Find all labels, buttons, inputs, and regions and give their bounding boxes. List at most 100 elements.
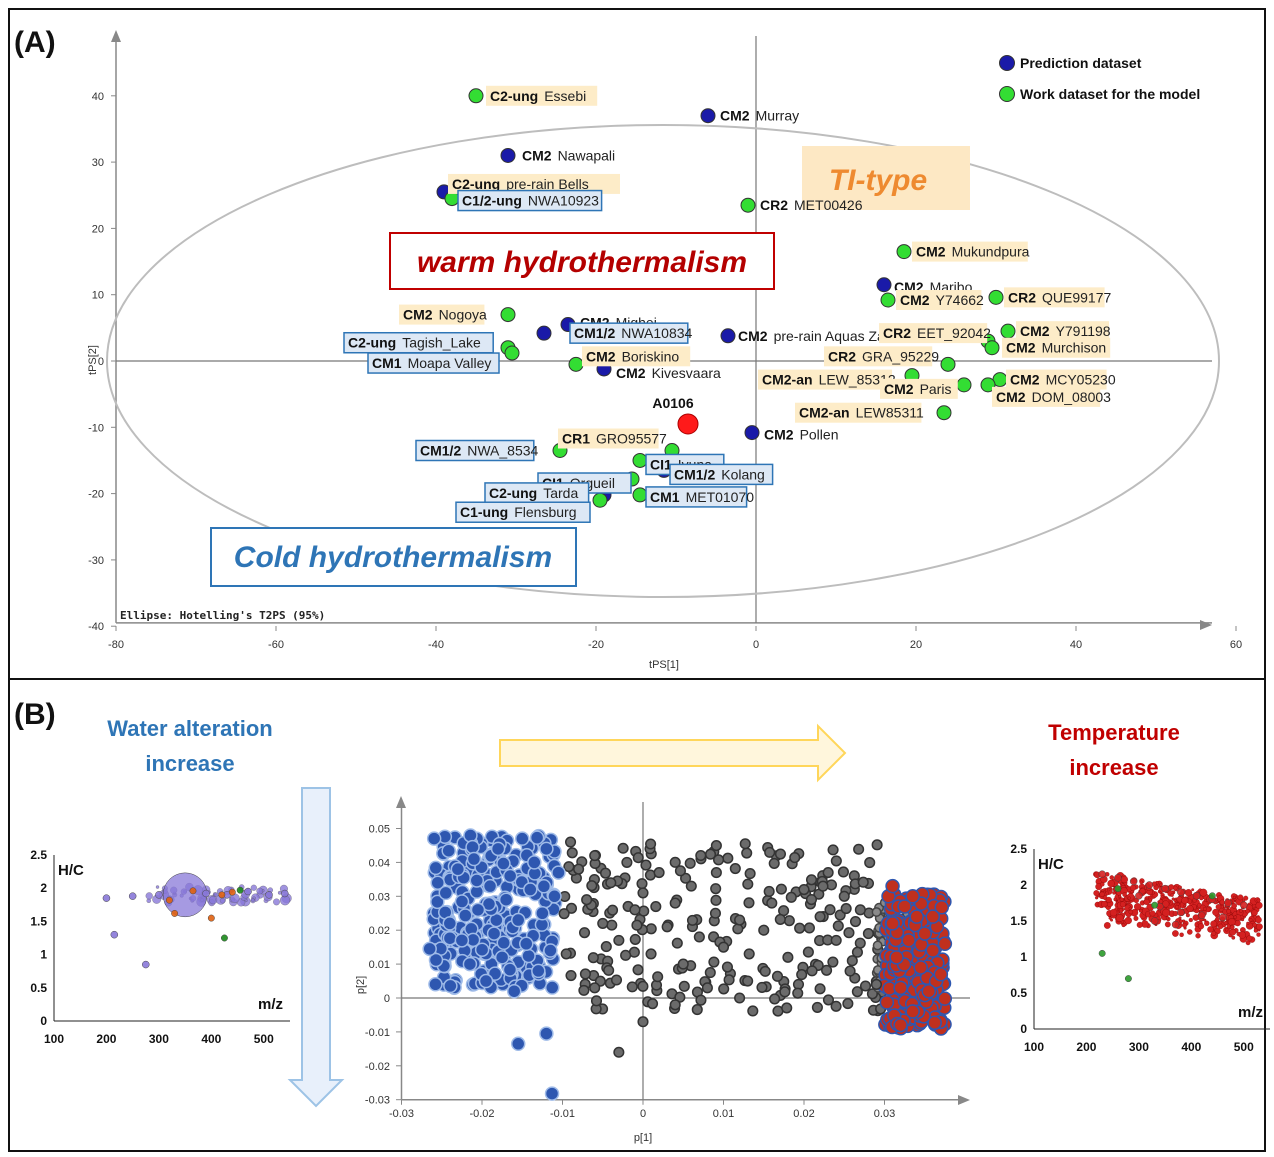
loading-x-tick-label: -0.03	[389, 1108, 414, 1120]
loading-point-blue	[428, 977, 443, 992]
x-tick-label: 0	[753, 639, 759, 651]
label-box	[448, 173, 620, 194]
vk-point	[1164, 921, 1171, 928]
loading-point	[701, 982, 713, 994]
loading-point	[830, 934, 842, 946]
point-label: CR1 GRO95577	[562, 431, 667, 447]
loading-point-grey	[708, 956, 720, 968]
loading-point	[605, 877, 617, 889]
label-box	[669, 463, 774, 486]
point-type: CM2	[738, 328, 768, 344]
point-label: C2-ung Essebi	[490, 88, 586, 104]
vk-point	[1207, 926, 1214, 933]
score-point	[568, 356, 584, 372]
vk-y-title: H/C	[1038, 856, 1064, 873]
vk-y-tick-label: 1.5	[30, 914, 47, 928]
loading-point-grey	[768, 857, 780, 869]
van-krevelen-temperature: 100 200 300 400 500 0 0.5 1 1.5 2 2.5 H/C m/z	[1010, 842, 1270, 1054]
vk-point	[1188, 917, 1193, 923]
label-box	[912, 241, 1028, 262]
vk-point	[1219, 899, 1225, 905]
vk-point	[1119, 897, 1124, 902]
vk-point	[1187, 929, 1193, 935]
label-box	[1002, 337, 1111, 358]
vk-point	[110, 930, 119, 939]
y-tick-label: 30	[92, 157, 104, 169]
point-label: CM1/2 Kolang	[674, 466, 765, 482]
loading-point	[742, 975, 754, 987]
loading-point-blue	[442, 930, 458, 946]
vk-point	[189, 887, 197, 895]
vk-x-tick-label: 300	[149, 1032, 169, 1046]
point-type: C1-ung	[460, 504, 508, 520]
point-type: CM2	[616, 365, 646, 381]
vk-y-tick-label: 0	[1020, 1022, 1027, 1036]
score-point	[936, 405, 952, 421]
point-name: Murray	[756, 108, 800, 124]
point-type: CM2	[403, 307, 433, 323]
loading-point	[909, 909, 924, 924]
loading-point-grey	[704, 848, 717, 860]
loading-point	[502, 868, 518, 884]
y-tick-label: 0	[98, 356, 104, 368]
sample-point	[677, 413, 699, 435]
sample-label: A0106	[652, 395, 693, 411]
loading-point-grey	[742, 878, 754, 890]
vk-point	[1211, 930, 1217, 936]
loading-point-grey	[586, 880, 598, 892]
loading-point-blue	[443, 978, 458, 994]
score-point	[740, 197, 756, 213]
loading-point-grey	[769, 993, 781, 1005]
point-type: CR2	[1008, 289, 1036, 305]
loading-point-grey	[792, 987, 804, 999]
loading-point-grey	[645, 923, 657, 935]
loading-point-grey	[686, 914, 699, 926]
vk-point	[1110, 918, 1113, 922]
loading-point-grey	[590, 995, 603, 1007]
loading-point-grey	[710, 867, 722, 879]
loading-y-tick-label: 0.02	[369, 925, 390, 937]
point-type: CM2	[720, 108, 750, 124]
loading-point-blue	[496, 856, 511, 871]
loading-point-grey	[629, 933, 641, 945]
vk-point	[1114, 874, 1122, 882]
point-type: C2-ung	[348, 335, 396, 351]
vk-point	[213, 892, 219, 897]
loading-point	[814, 911, 826, 923]
label-box	[795, 402, 922, 423]
vk-point	[1183, 904, 1187, 908]
vk-point	[236, 886, 244, 894]
loading-point	[462, 956, 478, 972]
loading-point	[573, 863, 585, 875]
point-type: CM2	[1010, 372, 1040, 388]
vk-point	[1251, 909, 1258, 916]
x-tick-label: -40	[428, 639, 444, 651]
vk-point	[250, 884, 257, 891]
loading-point	[913, 960, 928, 975]
loading-x-tick-label: -0.02	[469, 1108, 494, 1120]
loading-point-grey	[771, 970, 784, 982]
loading-point-grey	[721, 961, 733, 973]
loading-point	[519, 936, 534, 952]
point-name: Mukundpura	[952, 244, 1030, 260]
vk-point	[1124, 975, 1132, 983]
loading-point-grey	[853, 843, 865, 855]
vk-y-tick-label: 2	[1020, 878, 1027, 892]
loading-point	[669, 999, 681, 1011]
vk-point	[162, 872, 208, 918]
vk-x-title: m/z	[258, 996, 283, 1013]
vk-point	[1226, 909, 1231, 914]
vk-point	[1239, 909, 1243, 913]
loading-y-tick-label: 0.03	[369, 891, 390, 903]
point-type: CM2	[884, 381, 914, 397]
loading-point-grey	[691, 1004, 703, 1016]
vk-point	[1177, 908, 1185, 917]
loading-point	[544, 1086, 560, 1101]
vk-x-tick-label: 100	[1024, 1040, 1044, 1054]
loading-point-red	[937, 991, 953, 1006]
point-type: CM2	[764, 427, 794, 443]
loading-point-grey	[637, 980, 649, 992]
score-point	[592, 492, 608, 508]
y-tick-label: 10	[92, 290, 104, 302]
loading-point-grey	[857, 876, 869, 888]
